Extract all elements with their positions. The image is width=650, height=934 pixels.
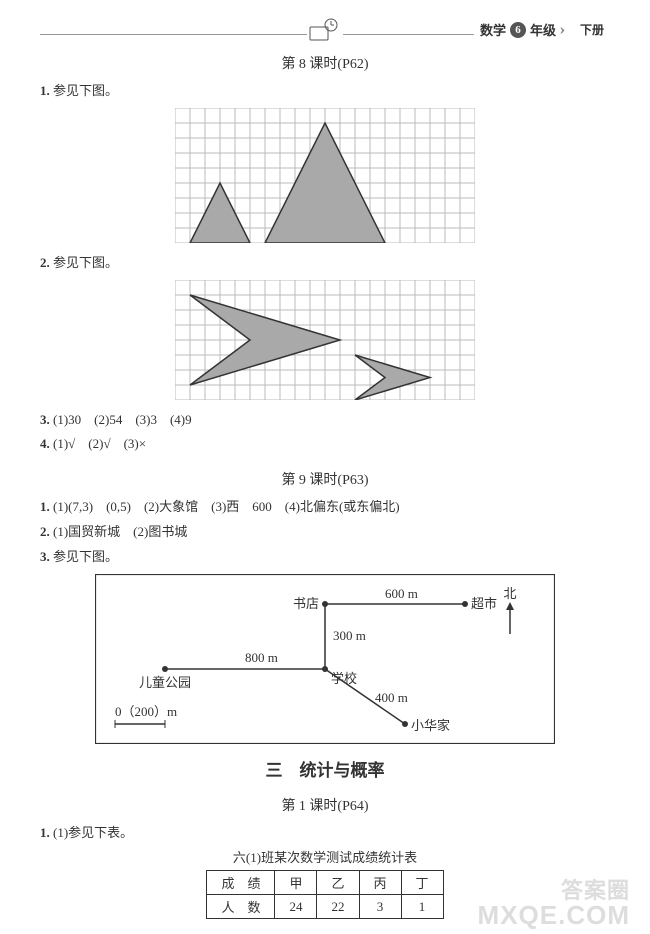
table-cell: 甲 bbox=[275, 871, 317, 895]
volume-badge: 下册 bbox=[574, 20, 610, 39]
lesson9-q3: 3. 参见下图。 bbox=[40, 547, 610, 568]
table-cell: 乙 bbox=[317, 871, 359, 895]
q-num: 2. bbox=[40, 255, 50, 270]
q-text: (1)国贸新城 (2)图书城 bbox=[53, 524, 187, 539]
q-text: (1)(7,3) (0,5) (2)大象馆 (3)西 600 (4)北偏东(或东… bbox=[53, 499, 400, 514]
q-text: 参见下图。 bbox=[53, 83, 118, 98]
watermark: 答案圈 MXQE.COM bbox=[478, 880, 630, 928]
table-cell: 24 bbox=[275, 895, 317, 919]
q-num: 4. bbox=[40, 436, 50, 451]
section3-lesson1-title: 第 1 课时(P64) bbox=[40, 795, 610, 815]
q-text: 参见下图。 bbox=[53, 549, 118, 564]
lesson8-q3: 3. (1)30 (2)54 (3)3 (4)9 bbox=[40, 410, 610, 431]
lesson9-q1: 1. (1)(7,3) (0,5) (2)大象馆 (3)西 600 (4)北偏东… bbox=[40, 497, 610, 518]
stats-table: 成 绩甲乙丙丁人 数242231 bbox=[206, 870, 443, 919]
table-cell: 22 bbox=[317, 895, 359, 919]
svg-text:小华家: 小华家 bbox=[411, 718, 450, 733]
q-text: 参见下图。 bbox=[53, 255, 118, 270]
grade-number-badge: 6 bbox=[510, 22, 526, 38]
table-cell: 成 绩 bbox=[207, 871, 275, 895]
page-header: 数学 6 年级 ›› 下册 bbox=[40, 20, 610, 39]
q-text: (1)√ (2)√ (3)× bbox=[53, 436, 146, 451]
lesson9-map: 600 m 300 m 800 m 400 m 书店 超市学校 儿童公园小华家 北 0（200）… bbox=[40, 574, 610, 744]
svg-text:学校: 学校 bbox=[331, 671, 357, 686]
watermark-cn: 答案圈 bbox=[478, 880, 630, 902]
svg-text:800 m: 800 m bbox=[245, 650, 278, 665]
lesson9-q2: 2. (1)国贸新城 (2)图书城 bbox=[40, 522, 610, 543]
svg-text:书店: 书店 bbox=[293, 596, 319, 611]
section3-title: 三 统计与概率 bbox=[40, 756, 610, 781]
q-text: (1)30 (2)54 (3)3 (4)9 bbox=[53, 412, 192, 427]
subject-label: 数学 bbox=[480, 20, 506, 39]
q-num: 3. bbox=[40, 549, 50, 564]
lesson8-q2: 2. 参见下图。 bbox=[40, 253, 610, 274]
svg-text:超市: 超市 bbox=[471, 596, 497, 611]
lesson8-q1: 1. 参见下图。 bbox=[40, 81, 610, 102]
svg-text:600 m: 600 m bbox=[385, 586, 418, 601]
lesson8-figure2 bbox=[40, 280, 610, 400]
q-num: 1. bbox=[40, 83, 50, 98]
q-num: 1. bbox=[40, 825, 50, 840]
svg-text:300 m: 300 m bbox=[333, 628, 366, 643]
header-right: 数学 6 年级 ›› 下册 bbox=[474, 20, 610, 39]
grade-suffix: 年级 bbox=[530, 20, 556, 39]
watermark-en: MXQE.COM bbox=[478, 902, 630, 928]
table-cell: 1 bbox=[401, 895, 443, 919]
lesson9-title: 第 9 课时(P63) bbox=[40, 469, 610, 489]
section3-q1: 1. (1)参见下表。 bbox=[40, 823, 610, 844]
table-cell: 丙 bbox=[359, 871, 401, 895]
lesson8-title: 第 8 课时(P62) bbox=[40, 53, 610, 73]
svg-text:北: 北 bbox=[503, 586, 516, 601]
table-title: 六(1)班某次数学测试成绩统计表 bbox=[40, 847, 610, 866]
svg-text:0（200）m: 0（200）m bbox=[115, 704, 177, 719]
lesson8-q4: 4. (1)√ (2)√ (3)× bbox=[40, 434, 610, 455]
q-text: (1)参见下表。 bbox=[53, 825, 133, 840]
table-cell: 丁 bbox=[401, 871, 443, 895]
table-cell: 人 数 bbox=[207, 895, 275, 919]
svg-text:400 m: 400 m bbox=[375, 690, 408, 705]
q-num: 2. bbox=[40, 524, 50, 539]
lesson8-figure1 bbox=[40, 108, 610, 243]
table-cell: 3 bbox=[359, 895, 401, 919]
q-num: 1. bbox=[40, 499, 50, 514]
header-decor-icon bbox=[307, 16, 343, 44]
svg-text:儿童公园: 儿童公园 bbox=[139, 675, 191, 690]
q-num: 3. bbox=[40, 412, 50, 427]
